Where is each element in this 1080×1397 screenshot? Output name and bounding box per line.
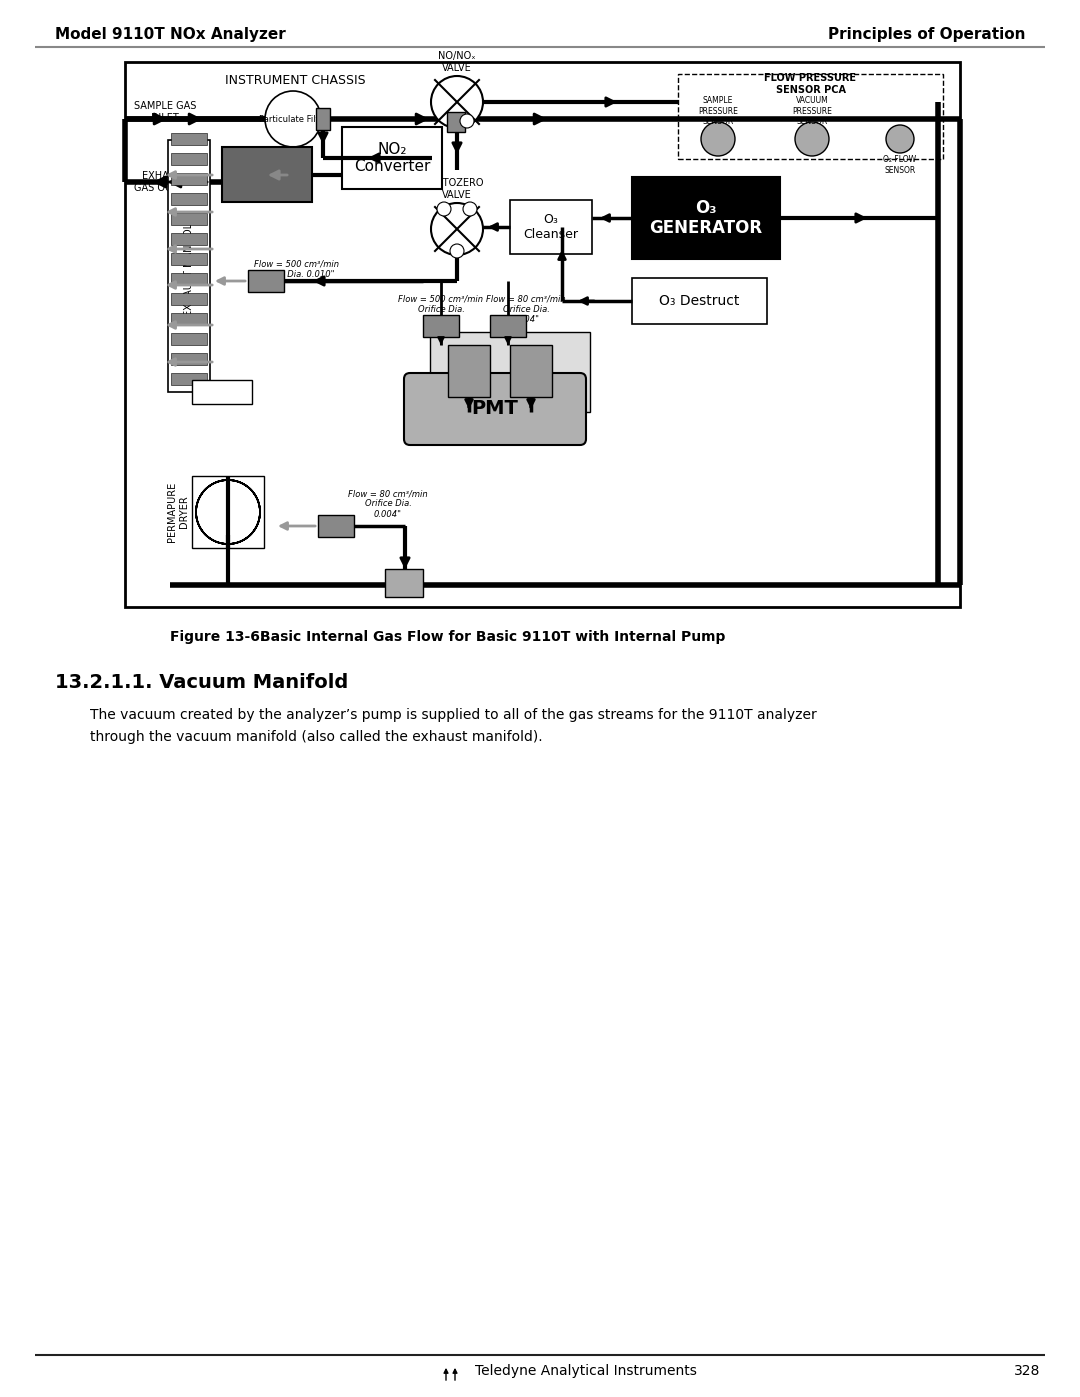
Bar [171,332,207,345]
Bar [192,380,252,404]
Text: O₂ FLOW
SENSOR: O₂ FLOW SENSOR [883,155,917,175]
Bar [248,270,284,292]
Bar [171,313,207,326]
Bar [316,108,330,130]
Text: Flow = 500 cm³/min
Orifice Dia. 0.010": Flow = 500 cm³/min Orifice Dia. 0.010" [254,260,338,278]
Bar [318,515,354,536]
Bar [171,154,207,165]
Text: EXHAUST MANIFOLD: EXHAUST MANIFOLD [184,215,194,316]
Circle shape [795,122,829,156]
Text: NO/NOₓ
VALVE: NO/NOₓ VALVE [438,52,476,73]
Text: Model 9110T NOx Analyzer: Model 9110T NOx Analyzer [55,28,286,42]
Text: Flow = 80 cm³/min
Orifice Dia.
0.004": Flow = 80 cm³/min Orifice Dia. 0.004" [348,489,428,518]
Circle shape [886,124,914,154]
Bar [125,61,960,608]
Circle shape [265,91,321,147]
Text: 2: 2 [442,204,446,214]
Text: 13.2.1.1. Vacuum Manifold: 13.2.1.1. Vacuum Manifold [55,672,348,692]
Bar [678,74,943,159]
Bar [342,127,442,189]
Bar [510,345,552,397]
Text: Figure 13-6:: Figure 13-6: [170,630,266,644]
Text: VACUUM
PRESSURE
SENSOR: VACUUM PRESSURE SENSOR [792,96,832,126]
Circle shape [431,203,483,256]
Bar [171,233,207,244]
Text: 328: 328 [1014,1363,1040,1377]
Text: Flow = 500 cm³/min
Orifice Dia.
0.010": Flow = 500 cm³/min Orifice Dia. 0.010" [399,295,484,324]
Text: PMT: PMT [472,400,518,419]
Bar [171,212,207,225]
Circle shape [463,203,477,217]
Bar [510,200,592,254]
Bar [168,140,210,393]
Bar [171,373,207,386]
Text: Flow = 80 cm³/min
Orifice Dia.
0.004": Flow = 80 cm³/min Orifice Dia. 0.004" [486,295,566,324]
Bar [447,112,465,131]
Circle shape [701,122,735,156]
Bar [423,314,459,337]
Text: through the vacuum manifold (also called the exhaust manifold).: through the vacuum manifold (also called… [90,731,542,745]
Bar [171,193,207,205]
Text: PERMAPURE
DRYER: PERMAPURE DRYER [167,482,189,542]
Text: O₃ Destruct: O₃ Destruct [659,293,740,307]
Bar [632,278,767,324]
Bar [171,133,207,145]
Bar [171,173,207,184]
Text: EXHAUST
GAS OUTLET: EXHAUST GAS OUTLET [134,172,195,193]
Text: INSTRUMENT CHASSIS: INSTRUMENT CHASSIS [225,74,366,87]
Bar [430,332,590,412]
Circle shape [431,75,483,129]
Bar [171,253,207,265]
Text: Particulate Filter: Particulate Filter [259,115,327,123]
Bar [448,345,490,397]
Circle shape [437,203,451,217]
Text: 3: 3 [455,246,459,256]
Text: Basic Internal Gas Flow for Basic 9110T with Internal Pump: Basic Internal Gas Flow for Basic 9110T … [260,630,726,644]
Bar [222,147,312,203]
Text: PUMP: PUMP [238,165,296,183]
Circle shape [450,244,464,258]
Text: The vacuum created by the analyzer’s pump is supplied to all of the gas streams : The vacuum created by the analyzer’s pum… [90,708,816,722]
Text: Filter: Filter [208,387,235,397]
Text: 1: 1 [468,204,472,214]
Text: SAMPLE GAS
INLET: SAMPLE GAS INLET [134,101,197,123]
Text: NO₂
Converter: NO₂ Converter [354,142,430,175]
Bar [384,569,423,597]
Bar [192,476,264,548]
Text: SAMPLE
PRESSURE
SENSOR: SAMPLE PRESSURE SENSOR [698,96,738,126]
Bar [632,177,780,258]
Text: FLOW PRESSURE
SENSOR PCA: FLOW PRESSURE SENSOR PCA [765,73,856,95]
Bar [171,272,207,285]
Circle shape [460,115,474,129]
Text: 3: 3 [464,116,470,126]
Text: Principles of Operation: Principles of Operation [827,28,1025,42]
Text: O₃
Cleanser: O₃ Cleanser [524,212,579,242]
Bar [490,314,526,337]
FancyBboxPatch shape [404,373,586,446]
Text: Teledyne Analytical Instruments: Teledyne Analytical Instruments [475,1363,697,1377]
Text: AUTOZERO
VALVE: AUTOZERO VALVE [430,179,484,200]
Bar [171,293,207,305]
Text: O₃
GENERATOR: O₃ GENERATOR [649,198,762,237]
Bar [171,353,207,365]
